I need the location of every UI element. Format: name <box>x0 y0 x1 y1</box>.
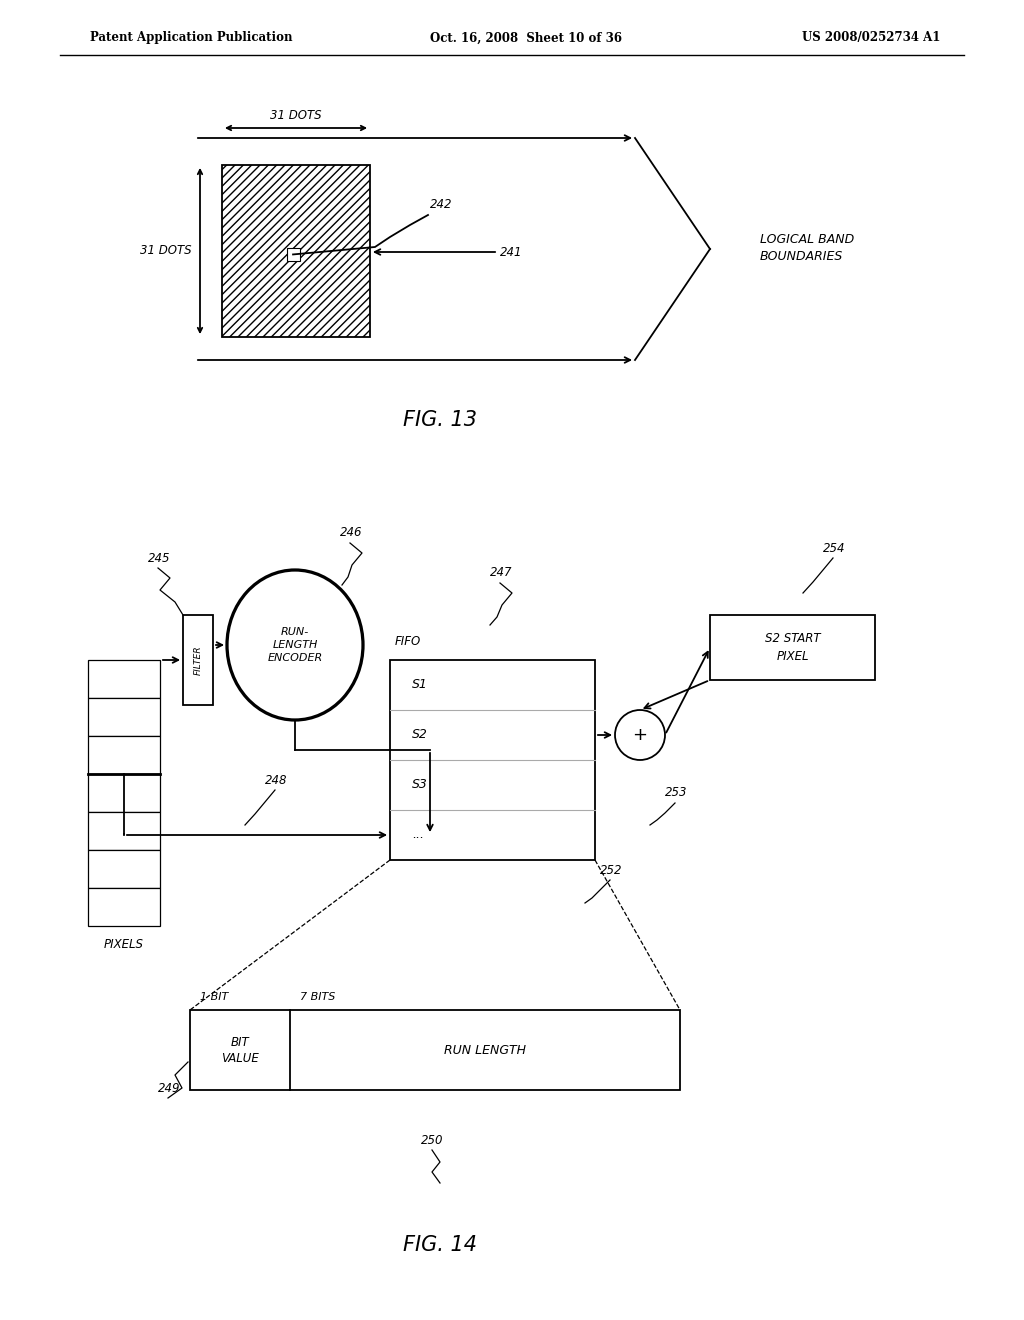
Text: PIXELS: PIXELS <box>104 939 144 950</box>
Text: 246: 246 <box>340 527 362 540</box>
Bar <box>88 812 160 850</box>
Text: 253: 253 <box>665 787 687 800</box>
Bar <box>88 774 160 812</box>
Bar <box>88 698 160 737</box>
Bar <box>88 888 160 927</box>
Text: 247: 247 <box>490 566 512 579</box>
Text: 241: 241 <box>500 246 522 259</box>
Bar <box>88 660 160 698</box>
Text: Oct. 16, 2008  Sheet 10 of 36: Oct. 16, 2008 Sheet 10 of 36 <box>430 32 622 45</box>
Text: 249: 249 <box>158 1081 180 1094</box>
Text: LOGICAL BAND
BOUNDARIES: LOGICAL BAND BOUNDARIES <box>760 234 854 263</box>
Bar <box>287 248 300 261</box>
Text: 252: 252 <box>600 863 623 876</box>
Text: 245: 245 <box>148 552 171 565</box>
Text: RUN-
LENGTH
ENCODER: RUN- LENGTH ENCODER <box>267 627 323 663</box>
Text: 31 DOTS: 31 DOTS <box>140 244 193 257</box>
Text: 7 BITS: 7 BITS <box>300 993 336 1002</box>
Bar <box>88 850 160 888</box>
Text: FILTER: FILTER <box>194 645 203 675</box>
Text: FIFO: FIFO <box>395 635 421 648</box>
Text: 248: 248 <box>265 774 288 787</box>
Text: 1 BIT: 1 BIT <box>200 993 228 1002</box>
Bar <box>390 660 595 861</box>
Text: Patent Application Publication: Patent Application Publication <box>90 32 293 45</box>
Text: 31 DOTS: 31 DOTS <box>270 110 322 121</box>
Text: S1: S1 <box>412 678 428 692</box>
Circle shape <box>615 710 665 760</box>
Text: BIT
VALUE: BIT VALUE <box>221 1035 259 1064</box>
Text: 242: 242 <box>430 198 453 211</box>
Text: ...: ... <box>412 829 424 842</box>
Text: FIG. 13: FIG. 13 <box>403 411 477 430</box>
Text: +: + <box>633 726 647 744</box>
Text: RUN LENGTH: RUN LENGTH <box>444 1044 526 1056</box>
Text: FIG. 14: FIG. 14 <box>403 1236 477 1255</box>
Text: S3: S3 <box>412 779 428 792</box>
Text: 254: 254 <box>823 541 846 554</box>
Text: 250: 250 <box>421 1134 443 1147</box>
Text: S2 START
PIXEL: S2 START PIXEL <box>765 632 820 663</box>
Ellipse shape <box>227 570 362 719</box>
Bar <box>222 165 370 337</box>
Bar <box>183 615 213 705</box>
Bar <box>88 737 160 774</box>
Text: S2: S2 <box>412 729 428 742</box>
Text: US 2008/0252734 A1: US 2008/0252734 A1 <box>802 32 940 45</box>
Bar <box>190 1010 680 1090</box>
Bar <box>710 615 874 680</box>
